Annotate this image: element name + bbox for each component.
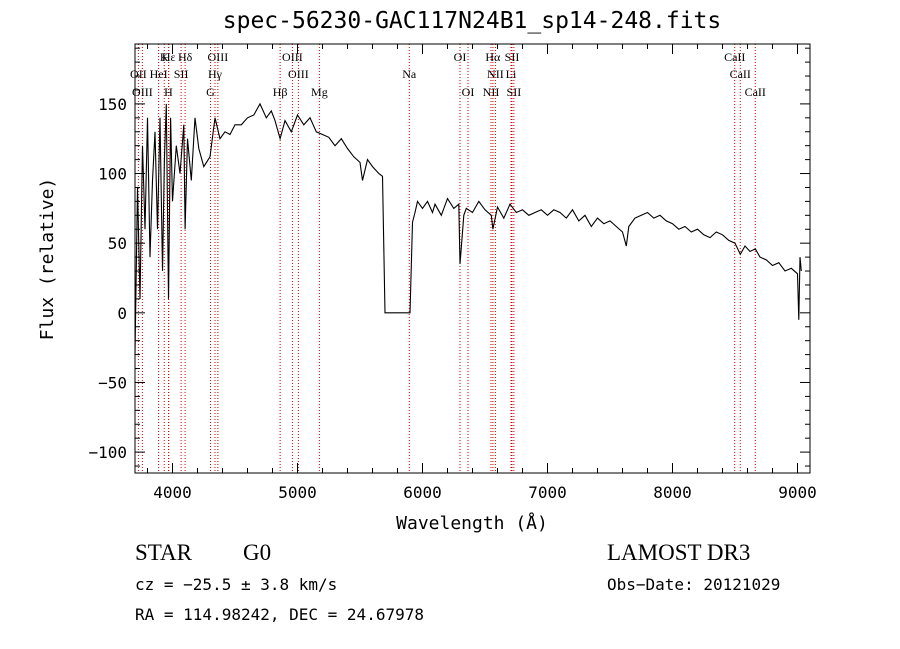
line-label: Hε <box>162 50 176 64</box>
x-tick-label: 9000 <box>778 483 817 502</box>
line-label: Hα <box>485 50 501 64</box>
line-label: OI <box>454 50 467 64</box>
line-label: OI <box>462 85 475 99</box>
object-subclass: G0 <box>243 540 272 565</box>
x-tick-label: 6000 <box>403 483 442 502</box>
emission-line-labels: HεK Hδ OIII OIII OI Hα SII CaII OII HeI SII Hγ OIII N… <box>130 50 766 99</box>
y-tick-label: 50 <box>108 234 127 253</box>
x-tick-label: 5000 <box>278 483 317 502</box>
y-tick-label: −50 <box>98 373 127 392</box>
chart-title: spec-56230-GAC117N24B1_sp14-248.fits <box>222 8 722 34</box>
y-axis-label: Flux (relative) <box>37 178 58 341</box>
line-label: CaII <box>745 85 766 99</box>
y-tick-label: 0 <box>117 304 127 323</box>
observation-date: Obs−Date: 20121029 <box>607 575 781 594</box>
redshift-velocity: cz = −25.5 ± 3.8 km/s <box>135 575 338 594</box>
line-label: OIII <box>288 67 309 81</box>
line-label: CaII <box>730 67 751 81</box>
line-label: G <box>206 85 215 99</box>
emission-line-markers <box>137 44 756 473</box>
line-label: OII <box>130 67 147 81</box>
line-label: Mg <box>311 85 328 99</box>
line-label: Hδ <box>178 50 193 64</box>
plot-frame <box>134 43 811 474</box>
line-label: Li <box>506 67 517 81</box>
x-tick-label: 8000 <box>653 483 692 502</box>
line-label: Na <box>402 67 417 81</box>
object-class: STAR <box>135 540 192 565</box>
line-label: NII <box>487 67 504 81</box>
x-tick-label: 4000 <box>153 483 192 502</box>
line-label: SII <box>174 67 189 81</box>
line-label: OIII <box>132 85 153 99</box>
y-tick-label: −100 <box>88 443 127 462</box>
x-axis-label: Wavelength (Å) <box>396 512 548 534</box>
line-label: Hβ <box>273 85 288 99</box>
y-tick-label: 150 <box>98 95 127 114</box>
line-label: SII <box>505 50 520 64</box>
spectrum-layer <box>134 102 802 355</box>
line-label: H <box>164 85 173 99</box>
line-label: OIII <box>208 50 229 64</box>
y-tick-label: 100 <box>98 165 127 184</box>
x-tick-label: 7000 <box>528 483 567 502</box>
survey-name: LAMOST DR3 <box>607 540 751 565</box>
line-label: OIII <box>282 50 303 64</box>
line-label: SII <box>507 85 522 99</box>
line-label: CaII <box>724 50 745 64</box>
line-label: Hγ <box>208 67 223 81</box>
line-label: K <box>160 50 169 64</box>
line-label: HeI <box>150 67 168 81</box>
sky-coordinates: RA = 114.98242, DEC = 24.67978 <box>135 605 424 624</box>
line-label: NII <box>483 85 500 99</box>
spectrum-line <box>134 102 802 355</box>
axis-ticks: 4000 5000 6000 7000 8000 9000 −100 −50 0 50 100 150 <box>88 44 817 502</box>
